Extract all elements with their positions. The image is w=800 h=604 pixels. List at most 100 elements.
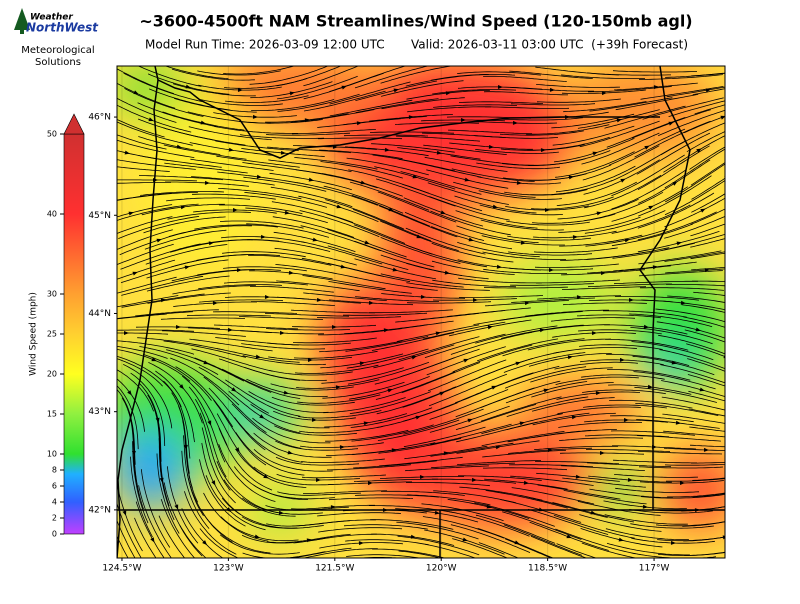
streamline [274, 247, 357, 266]
streamline [478, 542, 520, 558]
stream-arrow [488, 144, 494, 149]
streamline [345, 336, 429, 352]
lon-tick-label: 123°W [213, 564, 244, 574]
streamline [242, 355, 326, 366]
streamline [510, 103, 596, 106]
streamline [117, 276, 177, 294]
streamline [691, 72, 725, 77]
streamline [231, 403, 302, 449]
streamline [221, 368, 301, 399]
streamline [534, 445, 618, 451]
streamline [406, 301, 492, 304]
streamline [248, 254, 332, 266]
logo: Weather NorthWest Meteorological Solutio… [14, 8, 99, 68]
streamline [117, 181, 171, 184]
streamline [530, 180, 613, 196]
streamline [603, 310, 687, 318]
streamline [483, 268, 568, 275]
colorbar: Wind Speed (mph) 0 2 4 6 8 10 15 20 25 30 40 50 [29, 113, 85, 539]
streamline [589, 488, 673, 499]
streamline [370, 320, 454, 333]
streamline [688, 408, 725, 417]
streamline [527, 136, 610, 151]
streamline [478, 190, 562, 200]
lon-tick-label: 120°W [426, 564, 457, 574]
streamline [630, 523, 714, 529]
stream-arrow [256, 174, 262, 179]
colorbar-tick-label: 30 [47, 290, 57, 299]
stream-arrow [668, 121, 674, 126]
lon-tick-label: 124.5°W [102, 564, 141, 574]
streamlines [117, 66, 733, 558]
streamline [458, 475, 542, 481]
stream-arrow [436, 150, 442, 155]
stream-arrow [176, 144, 182, 149]
stream-arrow [463, 358, 469, 363]
streamline [606, 542, 690, 556]
streamline [329, 66, 407, 92]
stream-arrow [179, 384, 184, 390]
stream-arrow [263, 474, 269, 479]
streamline [134, 517, 157, 558]
streamline [562, 477, 646, 488]
streamline [130, 372, 166, 447]
streamline [198, 284, 283, 290]
streamline [299, 426, 383, 434]
streamline [267, 146, 351, 154]
lon-tick-label: 117°W [639, 564, 670, 574]
streamline [303, 90, 386, 112]
streamline [117, 519, 136, 558]
streamline [480, 396, 562, 422]
stream-arrow [360, 180, 366, 185]
streamline [665, 478, 725, 482]
streamline [664, 251, 725, 262]
streamline [168, 225, 252, 237]
streamline [404, 212, 485, 241]
stream-arrow [728, 415, 733, 419]
streamline [457, 241, 540, 258]
streamline [609, 415, 694, 423]
streamline [138, 155, 222, 168]
stream-arrow [516, 180, 522, 185]
stream-arrow [590, 510, 596, 515]
stream-arrow [260, 234, 266, 239]
streamline [642, 97, 724, 120]
streamline [688, 390, 725, 402]
streamline [253, 449, 333, 472]
streamline [215, 140, 299, 152]
streamline [222, 251, 306, 258]
stream-arrow [624, 238, 630, 243]
stream-arrow [599, 450, 605, 455]
streamline [251, 301, 335, 306]
streamline [163, 144, 247, 160]
streamline [458, 101, 544, 104]
streamline [474, 135, 559, 139]
stream-arrow [440, 210, 446, 215]
streamline [663, 430, 725, 438]
streamline [406, 282, 490, 291]
stream-arrow [619, 357, 625, 362]
stream-arrow [497, 84, 503, 89]
streamline [551, 317, 636, 322]
streamline [614, 474, 699, 478]
streamline [556, 181, 637, 206]
stream-arrow [207, 420, 212, 426]
stream-arrow [392, 267, 398, 272]
streamline [526, 324, 610, 334]
streamline [268, 159, 352, 172]
streamline [556, 543, 598, 558]
streamline [325, 429, 409, 442]
streamline [458, 277, 542, 284]
streamline [405, 227, 486, 255]
streamline [456, 225, 539, 244]
streamline [476, 162, 560, 170]
stream-arrow [596, 211, 602, 216]
streamline [430, 423, 512, 445]
streamline [427, 359, 507, 392]
streamline [199, 299, 284, 303]
lat-tick-label: 45°N [88, 211, 111, 221]
streamline [430, 210, 511, 236]
streamline [117, 340, 195, 355]
streamline [639, 270, 723, 277]
